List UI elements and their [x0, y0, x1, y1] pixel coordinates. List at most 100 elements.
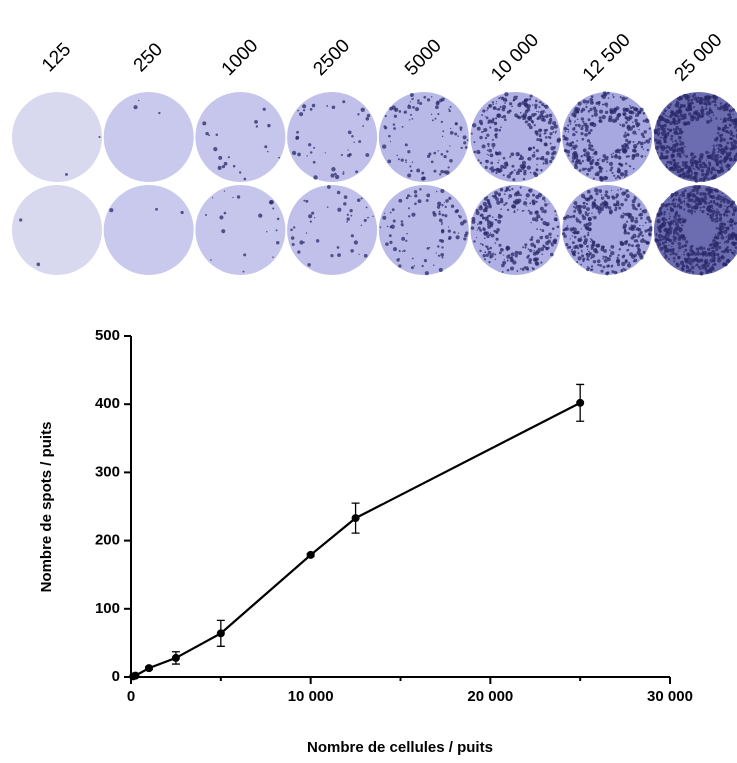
- spot: [596, 158, 600, 162]
- spot: [566, 128, 568, 131]
- spot: [697, 250, 700, 253]
- spot: [722, 196, 725, 198]
- spot: [438, 210, 441, 213]
- spot: [675, 210, 678, 213]
- spot: [628, 140, 632, 143]
- spot: [564, 137, 569, 141]
- spot: [699, 102, 702, 105]
- spot: [612, 110, 617, 114]
- spot: [342, 172, 345, 175]
- spot: [503, 203, 506, 206]
- spot: [539, 247, 545, 252]
- spot: [635, 207, 638, 211]
- spot: [712, 99, 717, 103]
- spot: [712, 175, 716, 180]
- spot: [662, 243, 664, 245]
- spot: [548, 113, 553, 118]
- spot: [587, 167, 592, 172]
- spot: [618, 206, 622, 210]
- spot: [719, 241, 721, 244]
- spot: [732, 134, 735, 138]
- spot: [714, 168, 717, 172]
- spot: [588, 252, 592, 256]
- spot: [556, 225, 560, 229]
- spot: [568, 117, 570, 119]
- spot: [445, 199, 449, 203]
- spot: [158, 111, 161, 115]
- spot: [729, 147, 733, 151]
- spot: [699, 177, 703, 182]
- spot: [718, 245, 722, 250]
- spot: [408, 119, 411, 121]
- spot: [533, 151, 536, 154]
- spot: [542, 118, 546, 122]
- spot: [483, 231, 487, 235]
- spot: [663, 210, 666, 214]
- spot: [485, 253, 489, 257]
- spot: [703, 203, 706, 205]
- spot: [710, 172, 713, 175]
- spot: [486, 217, 488, 219]
- spot: [632, 130, 637, 135]
- spot: [727, 163, 731, 168]
- spot: [523, 172, 527, 176]
- spot: [690, 117, 695, 122]
- spot: [486, 149, 489, 152]
- spot: [642, 111, 646, 115]
- spot: [536, 228, 538, 230]
- spot: [516, 171, 520, 175]
- spot: [614, 177, 617, 180]
- spot: [716, 154, 720, 158]
- spot: [572, 226, 575, 229]
- spot: [568, 245, 572, 249]
- spot: [719, 136, 723, 140]
- spot: [440, 230, 445, 234]
- spot: [608, 161, 614, 166]
- spot: [720, 230, 724, 234]
- spot: [223, 190, 226, 192]
- spot: [705, 159, 708, 161]
- spot: [734, 251, 737, 253]
- spot: [350, 249, 354, 253]
- spot: [448, 237, 451, 240]
- spot: [357, 113, 360, 116]
- spot: [412, 106, 415, 109]
- spot: [719, 168, 725, 173]
- spot: [657, 233, 662, 239]
- spot: [640, 132, 645, 137]
- spot: [503, 254, 505, 256]
- spot: [672, 223, 675, 225]
- spot: [330, 254, 334, 258]
- spot: [440, 223, 443, 226]
- spot: [488, 104, 493, 108]
- spot: [623, 240, 628, 245]
- spot: [590, 95, 594, 98]
- spot: [465, 231, 469, 235]
- spot: [668, 213, 671, 215]
- spot: [486, 109, 488, 112]
- spot: [597, 263, 600, 267]
- spot: [660, 202, 665, 208]
- spot: [645, 118, 648, 121]
- spot: [517, 115, 522, 120]
- spot: [523, 115, 527, 119]
- well: [378, 185, 469, 275]
- spot: [589, 107, 593, 112]
- spot: [697, 160, 701, 164]
- spot: [511, 164, 515, 168]
- spot: [454, 132, 458, 136]
- spot: [721, 164, 723, 166]
- spot: [672, 238, 677, 242]
- spot: [619, 168, 621, 171]
- spot: [303, 241, 305, 244]
- spot: [519, 268, 522, 270]
- spot: [542, 209, 547, 214]
- spot: [728, 151, 732, 155]
- spot: [695, 164, 699, 168]
- spot: [718, 203, 723, 209]
- spot: [635, 152, 640, 157]
- spot: [227, 156, 230, 159]
- spot: [693, 96, 698, 101]
- spot: [574, 154, 579, 160]
- spot: [710, 117, 713, 119]
